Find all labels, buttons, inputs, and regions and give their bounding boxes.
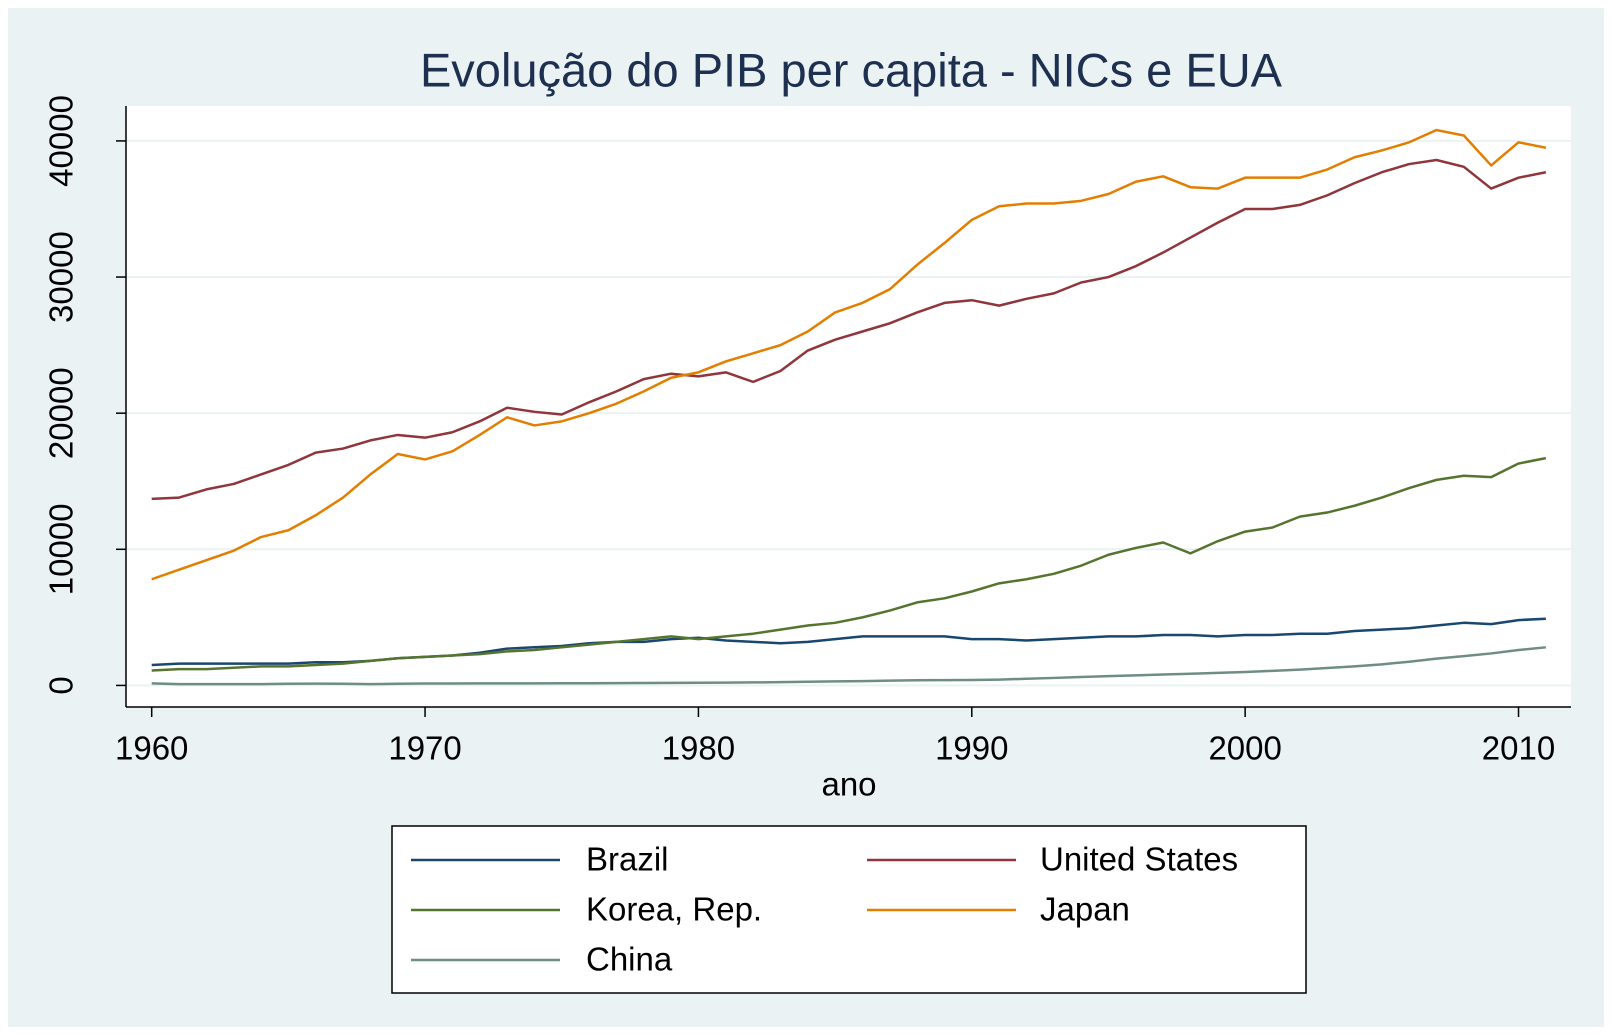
y-tick-label: 40000 [43, 95, 80, 187]
x-tick-label: 1970 [388, 730, 461, 767]
x-tick-label: 1960 [115, 730, 188, 767]
x-tick-label: 1990 [935, 730, 1008, 767]
x-axis-label: ano [821, 766, 876, 803]
plot-area [126, 106, 1571, 707]
legend-label: Korea, Rep. [586, 891, 762, 928]
x-tick-label: 1980 [662, 730, 735, 767]
legend-label: Japan [1040, 891, 1130, 928]
x-tick-label: 2000 [1208, 730, 1281, 767]
series-line [151, 128, 1547, 581]
x-tick-label: 2010 [1482, 730, 1555, 767]
y-tick-label: 30000 [43, 231, 80, 323]
legend-label: United States [1040, 841, 1238, 878]
legend-label: China [586, 941, 673, 978]
series-line [151, 456, 1547, 672]
chart-title: Evolução do PIB per capita - NICs e EUA [420, 43, 1283, 96]
y-tick-label: 0 [43, 676, 80, 694]
y-tick-label: 10000 [43, 503, 80, 595]
y-tick-label: 20000 [43, 367, 80, 459]
series-line [151, 646, 1546, 686]
series-line [151, 158, 1547, 501]
legend-label: Brazil [586, 841, 669, 878]
